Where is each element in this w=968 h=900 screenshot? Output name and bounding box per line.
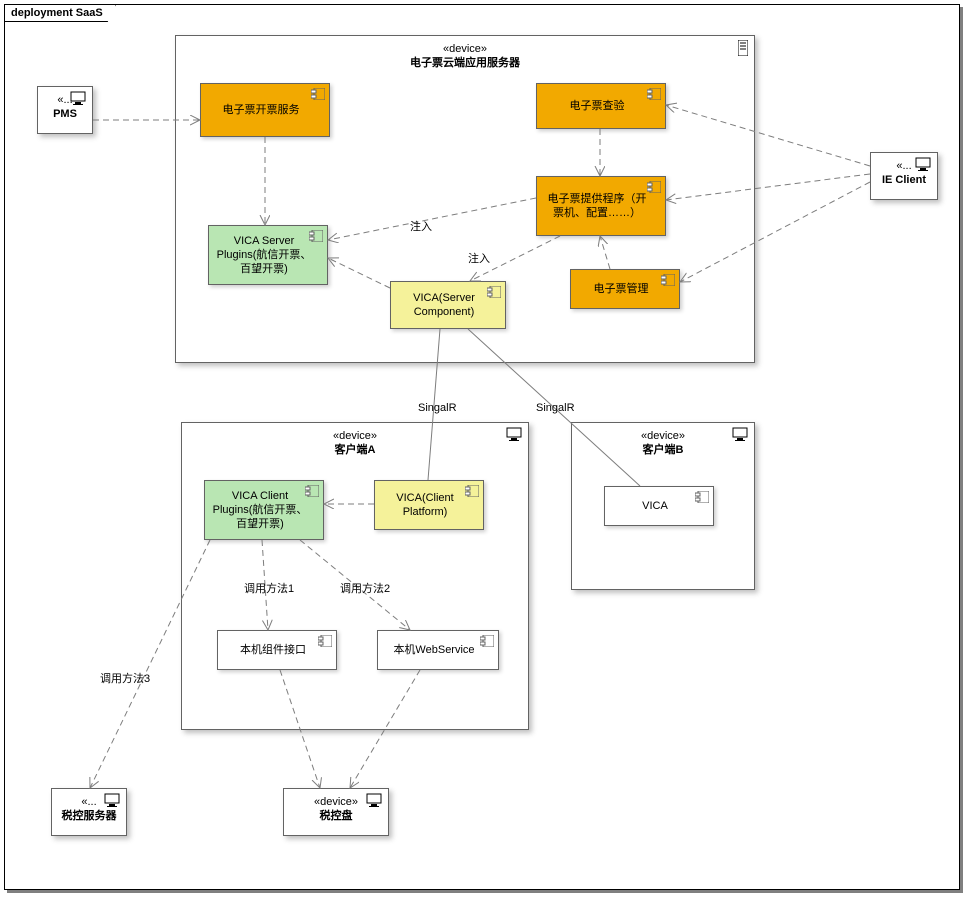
- component-check: 电子票查验: [536, 83, 666, 129]
- diagram-canvas: deployment SaaS «device»电子票云端应用服务器 «...P…: [0, 0, 968, 900]
- diagram-title: deployment SaaS: [5, 5, 116, 22]
- edge-label: 调用方法2: [340, 580, 390, 596]
- device-header: «device»客户端B: [572, 423, 754, 458]
- component-icon: [465, 485, 479, 501]
- edge-label: 注入: [468, 250, 490, 266]
- device-name: 客户端A: [182, 443, 528, 457]
- device-ie-client: «...IE Client: [870, 152, 938, 200]
- pc-icon: [732, 427, 748, 446]
- component-label: 本机WebService: [393, 643, 474, 657]
- component-label: VICA: [642, 499, 668, 513]
- component-label: 电子票提供程序（开票机、配置……）: [543, 192, 651, 221]
- edge-label: 注入: [410, 218, 432, 234]
- edge-label: 调用方法1: [244, 580, 294, 596]
- component-local-webservice: 本机WebService: [377, 630, 499, 670]
- component-icon: [661, 274, 675, 290]
- edge-label: SingalR: [536, 402, 575, 414]
- component-icon: [311, 88, 325, 104]
- stereotype-label: «device»: [182, 429, 528, 443]
- component-icon: [318, 635, 332, 651]
- component-icon: [305, 485, 319, 501]
- component-label: 电子票管理: [594, 282, 649, 296]
- pc-icon: [366, 793, 382, 812]
- pc-icon: [915, 157, 931, 176]
- pc-icon: [104, 793, 120, 812]
- component-manage: 电子票管理: [570, 269, 680, 309]
- component-label: VICA(Client Platform): [381, 491, 469, 520]
- device-header: «device»电子票云端应用服务器: [176, 36, 754, 71]
- edge-label: 调用方法3: [100, 670, 150, 686]
- device-pms: «...PMS: [37, 86, 93, 134]
- component-icon: [487, 286, 501, 302]
- device-name: 客户端B: [572, 443, 754, 457]
- component-vica-client: VICA(Client Platform): [374, 480, 484, 530]
- component-vica-client-plugins: VICA Client Plugins(航信开票、百望开票): [204, 480, 324, 540]
- component-label: 电子票查验: [570, 99, 625, 113]
- component-provider: 电子票提供程序（开票机、配置……）: [536, 176, 666, 236]
- device-name: 电子票云端应用服务器: [176, 56, 754, 70]
- pc-icon: [70, 91, 86, 110]
- component-vica-server: VICA(Server Component): [390, 281, 506, 329]
- server-icon: [738, 40, 748, 61]
- device-client-a: «device»客户端A: [181, 422, 529, 730]
- device-tax-server: «...税控服务器: [51, 788, 127, 836]
- component-label: 本机组件接口: [240, 643, 306, 657]
- component-vica-b: VICA: [604, 486, 714, 526]
- component-icon: [480, 635, 494, 651]
- stereotype-label: «device»: [176, 42, 754, 56]
- component-label: VICA(Server Component): [397, 291, 491, 320]
- component-vica-server-plugins: VICA Server Plugins(航信开票、百望开票): [208, 225, 328, 285]
- component-icon: [647, 88, 661, 104]
- edge-label: SingalR: [418, 402, 457, 414]
- component-icon: [647, 181, 661, 197]
- component-icon: [309, 230, 323, 246]
- component-label: VICA Client Plugins(航信开票、百望开票): [211, 489, 309, 532]
- component-invoice-service: 电子票开票服务: [200, 83, 330, 137]
- component-icon: [695, 491, 709, 507]
- component-label: 电子票开票服务: [223, 103, 300, 117]
- stereotype-label: «device»: [572, 429, 754, 443]
- pc-icon: [506, 427, 522, 446]
- component-label: VICA Server Plugins(航信开票、百望开票): [215, 234, 313, 277]
- device-header: «device»客户端A: [182, 423, 528, 458]
- component-local-interface: 本机组件接口: [217, 630, 337, 670]
- device-tax-disk: «device»税控盘: [283, 788, 389, 836]
